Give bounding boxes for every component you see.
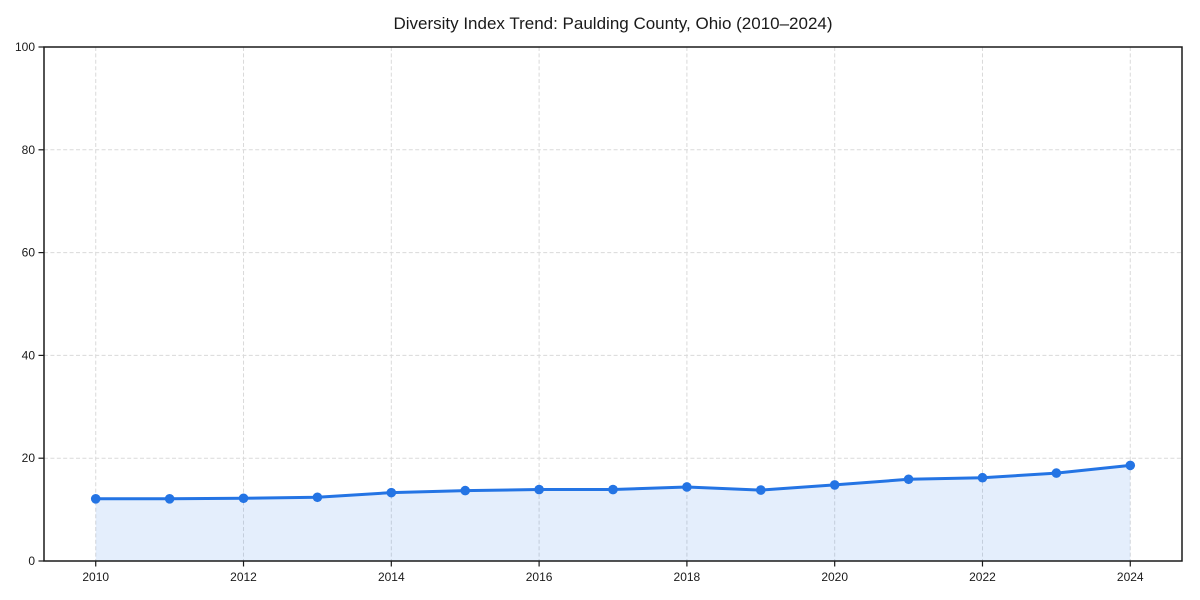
data-point <box>682 482 692 492</box>
data-point <box>312 492 323 503</box>
area-fill <box>95 465 1131 561</box>
data-point <box>977 472 988 483</box>
y-tick-label: 20 <box>22 451 36 465</box>
data-point <box>755 485 766 495</box>
y-tick-label: 40 <box>22 348 36 362</box>
data-point <box>238 493 249 504</box>
data-point <box>460 485 471 496</box>
x-tick-label: 2018 <box>674 570 701 584</box>
x-tick-label: 2024 <box>1117 570 1144 584</box>
y-tick-label: 80 <box>22 143 36 157</box>
data-point <box>534 484 544 495</box>
chart-title: Diversity Index Trend: Paulding County, … <box>393 14 833 33</box>
x-tick-label: 2020 <box>821 570 848 584</box>
data-point <box>829 480 840 490</box>
axis-border <box>43 46 1183 562</box>
data-point <box>1125 460 1136 471</box>
y-tick-label: 100 <box>15 40 35 54</box>
data-point <box>903 474 914 485</box>
x-tick-label: 2016 <box>526 570 553 584</box>
y-tick-label: 60 <box>22 246 36 260</box>
data-point <box>608 484 618 495</box>
x-tick-label: 2022 <box>969 570 996 584</box>
data-point <box>386 487 397 498</box>
data-point <box>90 494 101 504</box>
x-tick-label: 2012 <box>230 570 257 584</box>
x-tick-label: 2010 <box>82 570 109 584</box>
y-tick-label: 0 <box>28 554 35 568</box>
data-point <box>164 494 175 504</box>
data-point <box>1051 468 1062 478</box>
x-tick-label: 2014 <box>378 570 405 584</box>
